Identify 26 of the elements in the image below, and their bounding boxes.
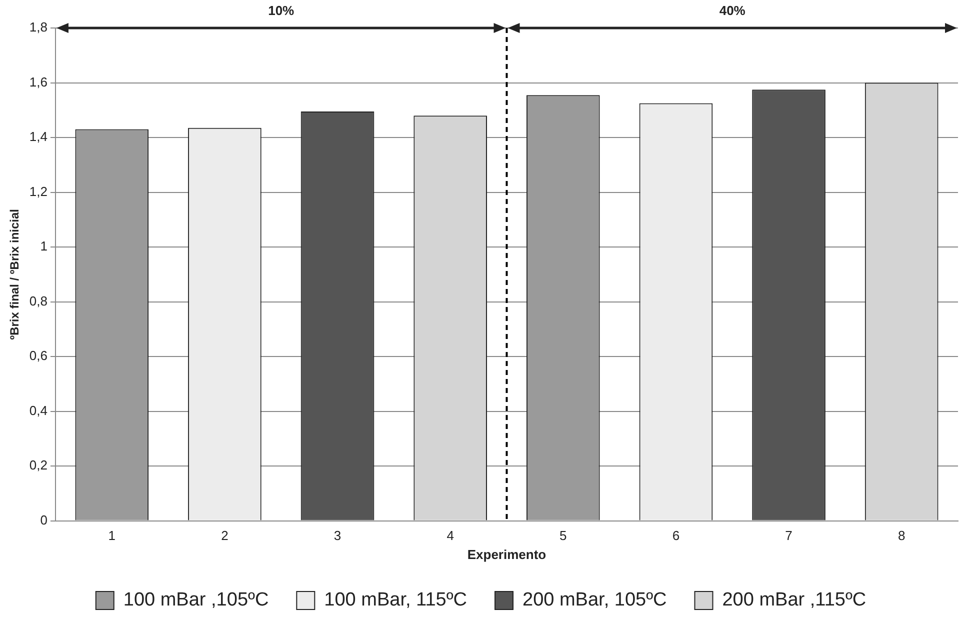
x-tick-label: 6 [672, 528, 680, 544]
x-tick-label: 8 [898, 528, 906, 544]
x-tick-label: 2 [221, 528, 228, 544]
y-axis-title: ºBrix final / ºBrix inicial [8, 208, 22, 340]
y-tick-label: 1,8 [29, 20, 48, 35]
y-tick-label: 0,8 [29, 293, 48, 308]
legend-label: 200 mBar, 105ºC [522, 590, 667, 611]
text: 40% [719, 3, 746, 18]
x-axis-title: Experimento [467, 546, 546, 562]
y-tick-label: 0,4 [29, 402, 48, 418]
text: 10% [268, 3, 295, 18]
y-tick-label: 1,6 [29, 74, 48, 90]
y-tick-label: 1 [40, 238, 48, 254]
y-tick-label: 0 [40, 512, 48, 528]
x-tick-label: 5 [560, 528, 567, 544]
y-tick-label: 1,2 [29, 184, 48, 199]
y-tick-label: 0,6 [29, 348, 48, 364]
y-tick-label: 1,4 [29, 129, 48, 144]
legend-label: 200 mBar ,115ºC [722, 590, 866, 611]
y-tick-label: 0,2 [29, 458, 48, 473]
legend-label: 100 mBar, 115ºC [324, 590, 468, 611]
x-tick-label: 3 [334, 528, 342, 544]
x-tick-label: 4 [446, 528, 454, 544]
x-tick-label: 1 [108, 528, 116, 544]
legend-label: 100 mBar ,105ºC [123, 590, 269, 611]
x-tick-label: 7 [785, 528, 792, 544]
